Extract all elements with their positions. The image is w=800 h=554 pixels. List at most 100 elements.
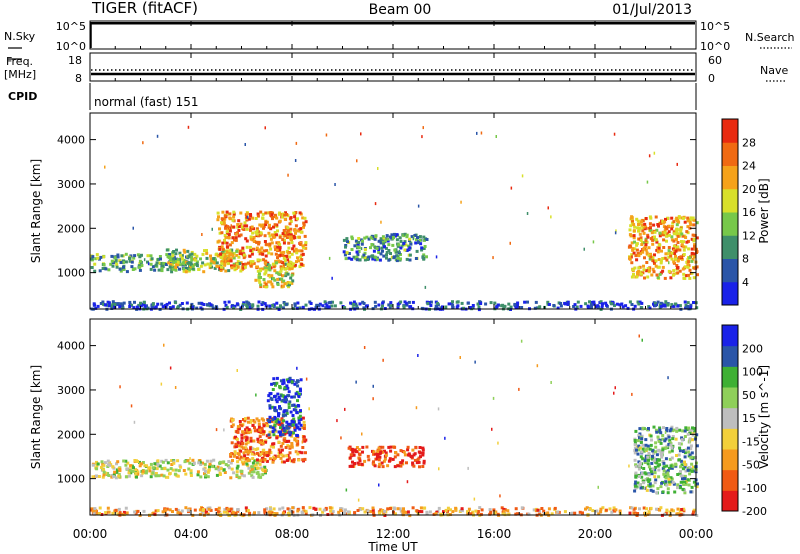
range-cell [395, 233, 399, 237]
range-cell [262, 226, 265, 230]
range-cell [637, 434, 641, 438]
colorbar-segment [722, 212, 738, 236]
range-cell [150, 306, 154, 310]
range-cell [253, 429, 257, 433]
range-cell [634, 429, 638, 433]
range-cell [421, 448, 425, 452]
range-cell [249, 228, 252, 232]
range-cell [691, 438, 694, 442]
range-cell [235, 302, 239, 306]
colorbar-tick-label: 8 [742, 253, 749, 266]
range-cell [411, 448, 415, 452]
range-cell [109, 262, 113, 266]
range-cell [639, 238, 643, 242]
range-cell [645, 261, 649, 264]
range-cell [266, 454, 269, 458]
range-cell [526, 300, 529, 304]
range-cell [172, 250, 176, 253]
range-cell [292, 458, 296, 462]
range-cell [292, 395, 296, 399]
range-cell [451, 300, 454, 304]
range-cell [679, 255, 683, 259]
range-cell [242, 228, 246, 231]
range-cell [381, 304, 384, 308]
range-cell [283, 231, 287, 235]
range-cell [226, 225, 230, 229]
range-cell [158, 255, 162, 258]
range-cell [651, 454, 654, 458]
range-cell [624, 304, 628, 308]
range-cell [208, 465, 211, 469]
range-cell [284, 262, 288, 266]
range-cell [279, 394, 283, 398]
range-cell [689, 447, 693, 451]
range-cell [237, 476, 241, 480]
range-cell [688, 453, 692, 457]
range-cell [286, 507, 290, 511]
range-cell [174, 260, 178, 263]
range-cell [282, 234, 286, 238]
range-cell [236, 464, 240, 468]
range-cell [635, 258, 639, 262]
range-cell [227, 233, 231, 236]
range-cell [288, 376, 292, 380]
range-cell [289, 276, 293, 280]
range-cell [227, 236, 231, 240]
range-cell [637, 448, 641, 452]
range-cell [346, 240, 349, 244]
range-cell [190, 302, 194, 306]
range-cell [670, 425, 674, 429]
range-cell [282, 229, 286, 232]
y-tick-label: 2000 [57, 222, 85, 235]
range-cell [330, 506, 334, 510]
range-cell [649, 488, 653, 492]
range-cell [281, 414, 285, 418]
colorbar-tick-label: 50 [742, 389, 756, 402]
range-cell [419, 506, 423, 510]
range-cell [667, 269, 671, 273]
range-cell [185, 301, 189, 305]
noise-cell [520, 339, 523, 343]
range-cell [223, 300, 227, 304]
range-cell [451, 305, 455, 309]
range-cell [146, 254, 150, 258]
range-cell [216, 465, 220, 469]
range-cell [296, 442, 300, 446]
range-cell [241, 442, 245, 445]
range-cell [285, 398, 288, 402]
range-cell [267, 433, 271, 437]
range-cell [659, 259, 663, 263]
range-cell [141, 471, 145, 475]
range-cell [678, 304, 682, 308]
range-cell [422, 459, 426, 463]
range-cell [337, 510, 341, 514]
range-cell [294, 392, 298, 396]
nsearch-tick-top: 10^5 [700, 20, 730, 33]
range-cell [287, 380, 291, 384]
range-cell [261, 442, 265, 446]
noise-cell [264, 126, 266, 130]
range-cell [675, 454, 678, 457]
range-cell [646, 444, 650, 448]
range-cell [686, 468, 690, 472]
range-cell [350, 235, 354, 239]
range-cell [220, 262, 224, 266]
range-cell [456, 304, 460, 308]
range-cell [261, 216, 265, 220]
range-cell [477, 308, 481, 312]
range-cell [141, 469, 145, 473]
range-cell [437, 506, 441, 510]
range-cell [259, 210, 263, 214]
range-cell [272, 420, 276, 424]
range-cell [234, 512, 238, 515]
range-cell [220, 260, 224, 264]
range-cell [198, 459, 202, 462]
range-cell [236, 460, 240, 464]
range-cell [474, 509, 478, 513]
range-cell [652, 425, 656, 429]
noise-cell [236, 369, 238, 372]
range-cell [232, 264, 236, 268]
range-cell [638, 475, 641, 478]
range-cell [642, 241, 646, 245]
range-cell [693, 234, 697, 238]
